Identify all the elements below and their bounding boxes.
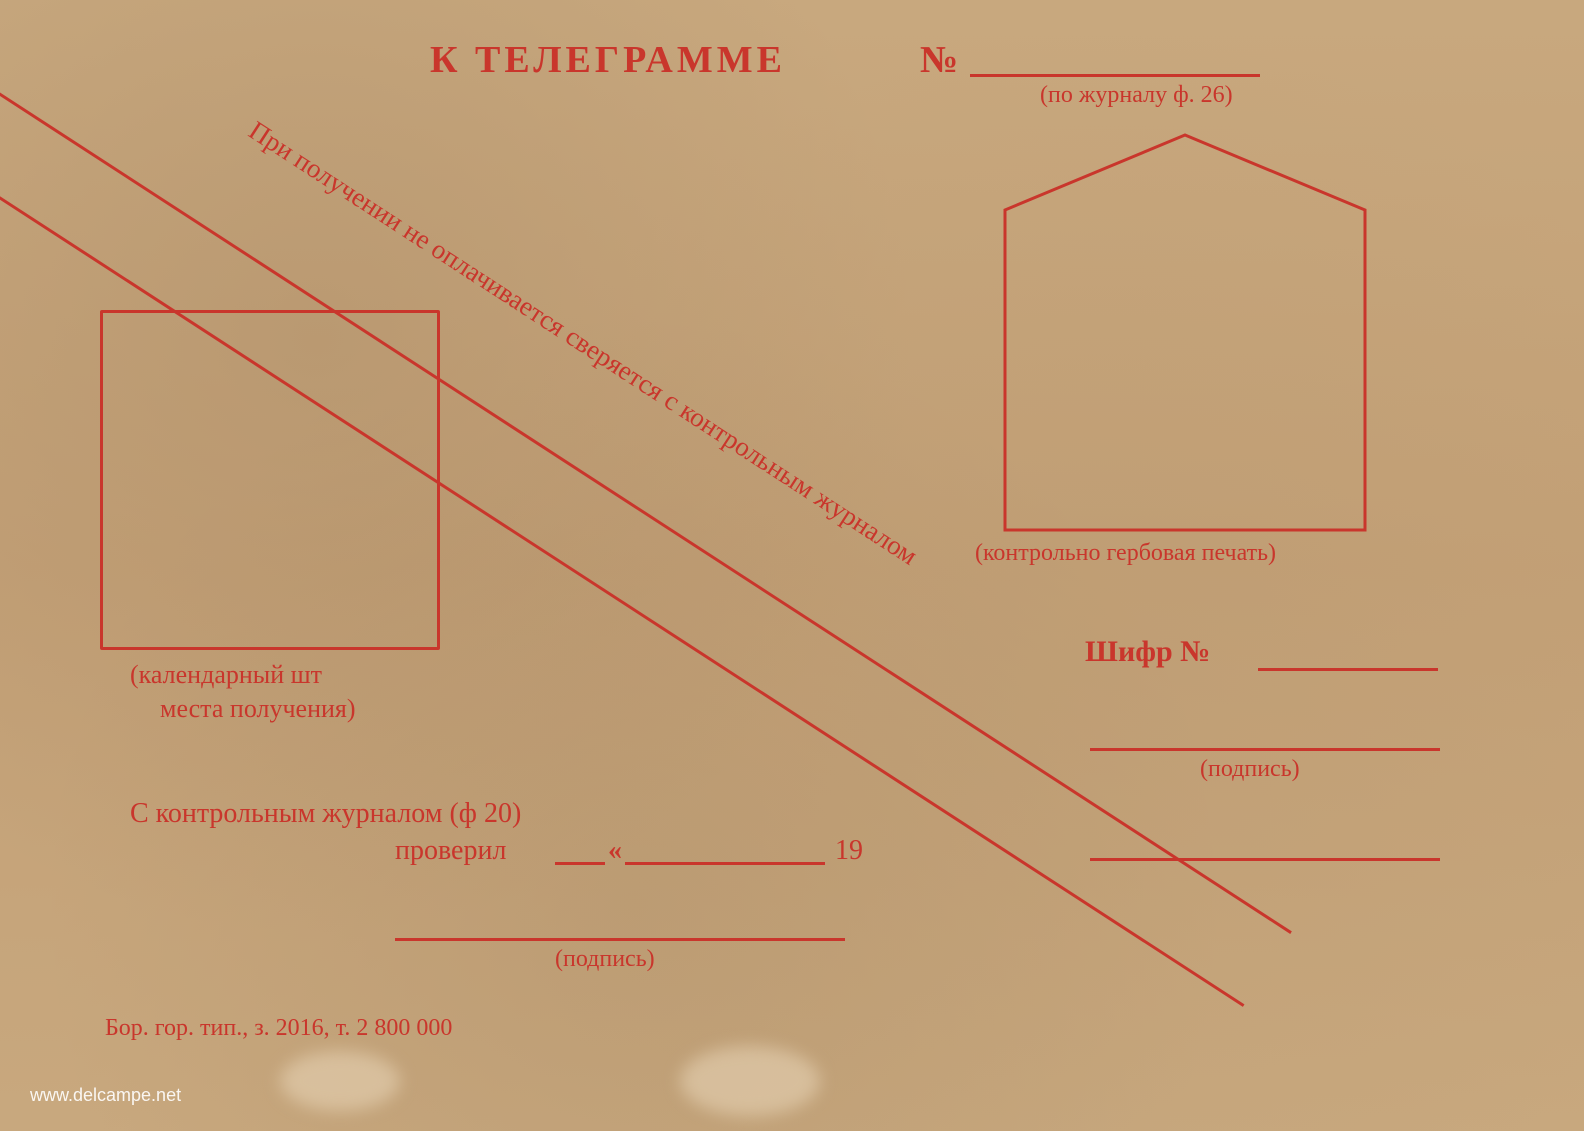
journal-note: (по журналу ф. 26) — [1040, 82, 1233, 109]
year-prefix: 19 — [835, 835, 863, 867]
calendar-stamp-label-line1: (календарный шт — [130, 660, 322, 690]
signature-label-2: (подпись) — [555, 946, 655, 973]
journal-check-line1: С контрольным журналом (ф 20) — [130, 798, 521, 830]
seal-box — [1000, 130, 1370, 545]
house-outline-icon — [1000, 130, 1370, 540]
signature-label-1: (подпись) — [1200, 756, 1300, 783]
date-day-line — [555, 862, 605, 865]
date-quote: « — [608, 835, 622, 867]
signature-line-2 — [395, 938, 845, 941]
cipher-fill-line — [1258, 668, 1438, 671]
number-symbol: № — [920, 38, 958, 82]
signature-line-1b — [1090, 858, 1440, 861]
seal-box-label: (контрольно гербовая печать) — [975, 540, 1276, 567]
signature-line-1 — [1090, 748, 1440, 751]
cipher-label: Шифр № — [1085, 635, 1210, 669]
date-month-line — [625, 862, 825, 865]
document-title: К ТЕЛЕГРАММЕ — [430, 38, 786, 82]
print-info-footer: Бор. гор. тип., з. 2016, т. 2 800 000 — [105, 1015, 452, 1042]
calendar-stamp-label-line2: места получения) — [160, 694, 356, 724]
calendar-stamp-box — [100, 310, 440, 650]
journal-check-line2: проверил — [395, 835, 506, 867]
document-content: К ТЕЛЕГРАММЕ № (по журналу ф. 26) При по… — [0, 0, 1584, 1131]
watermark: www.delcampe.net — [30, 1085, 181, 1106]
title-fill-line — [970, 74, 1260, 77]
